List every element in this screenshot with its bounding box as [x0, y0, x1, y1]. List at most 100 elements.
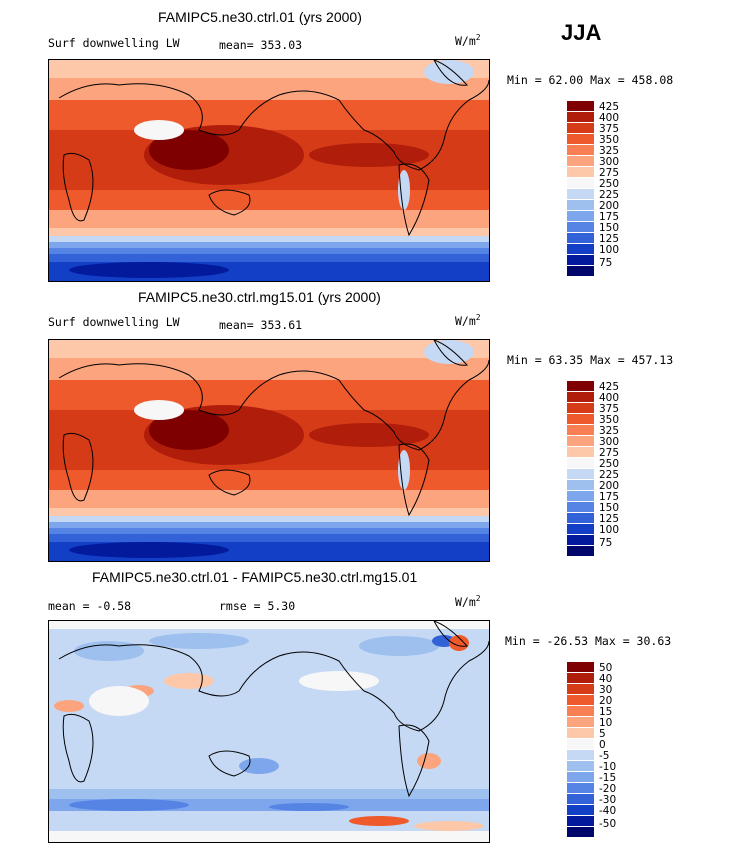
panel2-title: FAMIPC5.ne30.ctrl.mg15.01 (yrs 2000) — [138, 289, 381, 305]
diff-blob-2 — [149, 633, 249, 649]
panel2-colorbar: 425 400 375 350 325 300 275 250 225 200 … — [567, 381, 627, 557]
panel3-colorbar-swatch — [567, 761, 594, 772]
panel2-map — [48, 339, 490, 562]
panel2-colorbar-swatch — [567, 414, 594, 425]
antarctica-cold — [69, 542, 229, 558]
south-band-5 — [49, 248, 489, 254]
panel1-cb-label-7: 250 — [599, 178, 620, 190]
panel3-cb-label-1: 40 — [599, 673, 613, 685]
panel3-cb-label-12: -30 — [599, 794, 617, 806]
panel3-colorbar-swatch — [567, 728, 594, 739]
panel3-cb-label-2: 30 — [599, 684, 613, 696]
panel3-colorbar-swatch — [567, 706, 594, 717]
south-band-3 — [49, 516, 489, 522]
diff-blob-14 — [269, 803, 349, 811]
panel3-units: W/m2 — [455, 594, 481, 609]
panel2-cb-label-10: 175 — [599, 491, 620, 503]
south-band-6 — [49, 534, 489, 542]
panel2-cb-label-13: 100 — [599, 524, 620, 536]
panel1-cb-label-12: 125 — [599, 233, 620, 245]
panel1-colorbar-swatch — [567, 244, 594, 255]
diff-blob-1 — [74, 641, 144, 661]
south-band-3 — [49, 236, 489, 242]
panel1-mean: mean= 353.03 — [219, 38, 303, 52]
greenland-cold — [424, 60, 474, 84]
panel1-colorbar-swatch — [567, 211, 594, 222]
panel2-colorbar-swatch — [567, 458, 594, 469]
diff-blob-12 — [54, 700, 84, 712]
panel1-cb-label-5: 300 — [599, 156, 620, 168]
panel1-colorbar-swatch — [567, 156, 594, 167]
panel2-colorbar-swatch — [567, 447, 594, 458]
panel2-cb-label-1: 400 — [599, 392, 620, 404]
panel3-mean: mean = -0.58 — [48, 599, 132, 613]
panel1-map-svg — [49, 60, 489, 281]
arctic-band — [49, 340, 489, 358]
panel2-units: W/m2 — [455, 313, 481, 328]
panel1-cb-label-4: 325 — [599, 145, 620, 157]
diff-blob-8 — [89, 686, 149, 716]
panel2-cb-label-3: 350 — [599, 414, 620, 426]
panel3-colorbar-swatch — [567, 717, 594, 728]
panel1-cb-label-8: 225 — [599, 189, 620, 201]
panel3-colorbar-swatch — [567, 827, 594, 838]
panel1-cb-label-11: 150 — [599, 222, 620, 234]
panel1-colorbar-swatch — [567, 189, 594, 200]
panel1-colorbar-swatch — [567, 222, 594, 233]
panel2-cb-label-14: 75 — [599, 537, 613, 549]
south-band-1 — [49, 490, 489, 508]
panel3-colorbar-swatch — [567, 739, 594, 750]
diff-blob-7 — [164, 673, 214, 689]
panel2-colorbar-swatch — [567, 535, 594, 546]
warm-core — [149, 130, 229, 170]
panel3-rmse: rmse = 5.30 — [219, 599, 296, 613]
panel2-cb-label-11: 150 — [599, 502, 620, 514]
panel2-cb-label-6: 275 — [599, 447, 620, 459]
east-pacific-warm — [309, 143, 429, 167]
diff-blob-5 — [449, 635, 469, 651]
diff-blob-15 — [349, 816, 409, 826]
panel1-map — [48, 59, 490, 282]
south-band-5 — [49, 528, 489, 534]
panel1-variable: Surf downwelling LW — [48, 36, 180, 50]
diff-blob-11 — [417, 753, 441, 769]
panel2-cb-label-8: 225 — [599, 469, 620, 481]
panel1-cb-label-10: 175 — [599, 211, 620, 223]
panel1-cb-label-1: 400 — [599, 112, 620, 124]
panel3-cb-label-4: 15 — [599, 706, 613, 718]
panel3-cb-label-8: -5 — [599, 750, 610, 762]
antarctica-cold — [69, 262, 229, 278]
arctic-band — [49, 621, 489, 629]
panel3-colorbar-swatch — [567, 750, 594, 761]
panel3-cb-label-13: -40 — [599, 805, 617, 817]
panel2-colorbar-swatch — [567, 425, 594, 436]
panel3-cb-label-10: -15 — [599, 772, 617, 784]
panel2-cb-label-7: 250 — [599, 458, 620, 470]
panel3-cb-label-9: -10 — [599, 761, 617, 773]
panel3-cb-label-7: 0 — [599, 739, 606, 751]
panel2-colorbar-swatch — [567, 469, 594, 480]
south-band-1 — [49, 789, 489, 799]
panel1-cb-label-13: 100 — [599, 244, 620, 256]
panel1-colorbar-swatch — [567, 255, 594, 266]
panel3-cb-label-0: 50 — [599, 662, 613, 674]
warm-core — [149, 410, 229, 450]
tibet-cold — [134, 120, 184, 140]
panel1-colorbar-swatch — [567, 233, 594, 244]
panel2-colorbar-swatch — [567, 392, 594, 403]
panel1-colorbar-swatch — [567, 167, 594, 178]
antarctica-band — [49, 831, 489, 842]
diff-blob-16 — [414, 821, 484, 831]
panel3-colorbar-swatch — [567, 695, 594, 706]
panel2-colorbar-swatch — [567, 480, 594, 491]
panel2-colorbar-swatch — [567, 524, 594, 535]
panel1-colorbar-swatch — [567, 200, 594, 211]
panel1-cb-label-3: 350 — [599, 134, 620, 146]
andes-cold — [398, 450, 410, 490]
panel2-map-svg — [49, 340, 489, 561]
panel3-colorbar-swatch — [567, 816, 594, 827]
panel2-cb-label-0: 425 — [599, 381, 620, 393]
panel1-cb-label-14: 75 — [599, 257, 613, 269]
panel1-cb-label-6: 275 — [599, 167, 620, 179]
panel3-cb-label-5: 10 — [599, 717, 613, 729]
